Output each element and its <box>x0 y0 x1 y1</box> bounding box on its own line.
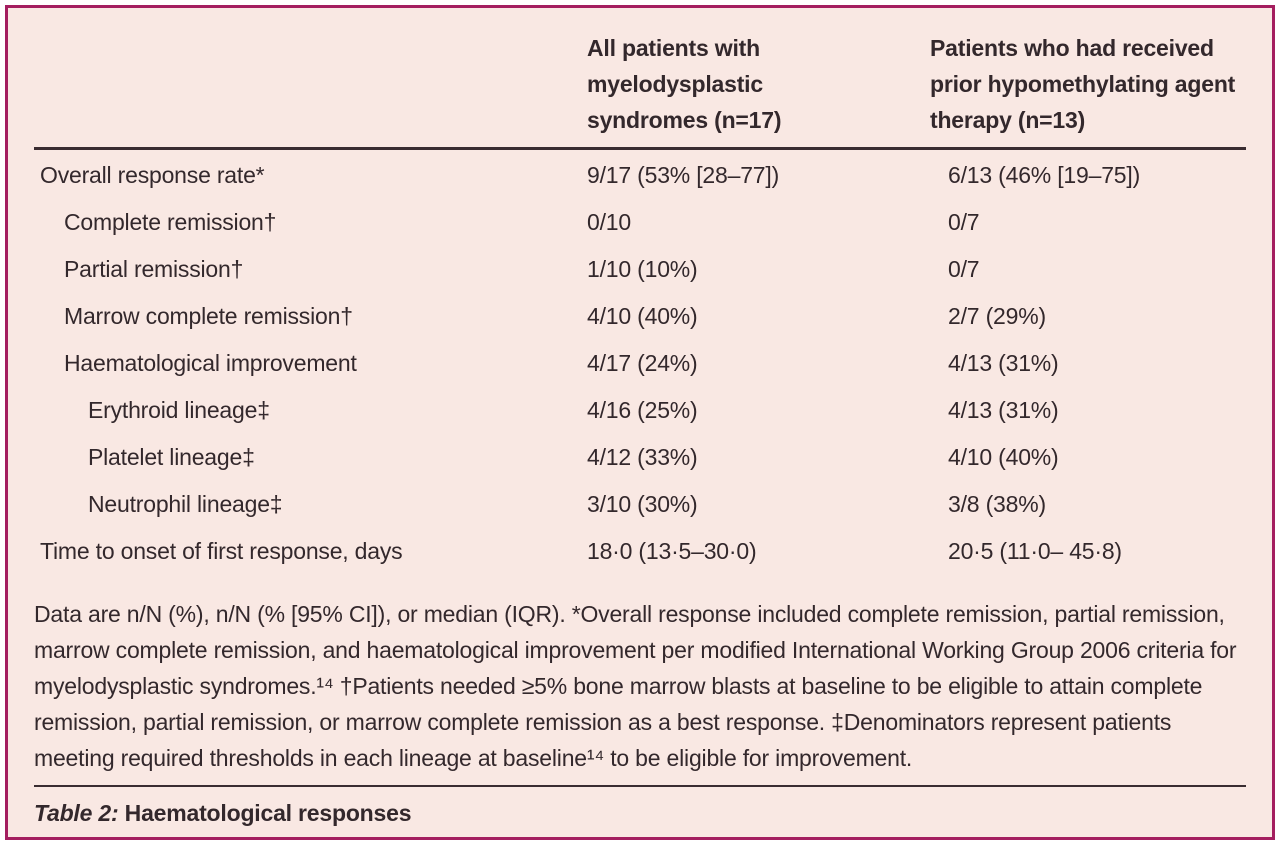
cell-all-patients: 4/10 (40%) <box>587 303 698 329</box>
cell-prior-hma: 0/7 <box>948 209 980 235</box>
row-label: Partial remission† <box>64 256 244 282</box>
cell-prior-hma: 6/13 (46% [19–75]) <box>948 162 1141 188</box>
row-label: Neutrophil lineage‡ <box>88 491 283 517</box>
row-label: Erythroid lineage‡ <box>88 397 270 423</box>
cell-prior-hma: 3/8 (38%) <box>948 491 1046 517</box>
header-prior-hma: Patients who had received prior hypometh… <box>930 35 1236 133</box>
cell-prior-hma: 2/7 (29%) <box>948 303 1046 329</box>
cell-prior-hma: 4/13 (31%) <box>948 397 1059 423</box>
header-rule <box>34 147 1246 150</box>
row-label: Platelet lineage‡ <box>88 444 255 470</box>
cell-all-patients: 3/10 (30%) <box>587 491 698 517</box>
table-row: Overall response rate* 9/17 (53% [28–77]… <box>34 152 1246 199</box>
table-row: Erythroid lineage‡ 4/16 (25%) 4/13 (31%) <box>34 387 1246 434</box>
cell-all-patients: 1/10 (10%) <box>587 256 698 282</box>
table-row: Platelet lineage‡ 4/12 (33%) 4/10 (40%) <box>34 434 1246 481</box>
row-label: Complete remission† <box>64 209 277 235</box>
cell-all-patients: 4/16 (25%) <box>587 397 698 423</box>
header-spacer <box>34 30 587 138</box>
caption-rule <box>34 785 1246 787</box>
table-caption-label: Table 2: <box>34 800 119 826</box>
cell-all-patients: 4/12 (33%) <box>587 444 698 470</box>
table-row: Complete remission† 0/10 0/7 <box>34 199 1246 246</box>
cell-prior-hma: 4/10 (40%) <box>948 444 1059 470</box>
table-panel: All patients with myelodysplastic syndro… <box>5 5 1275 840</box>
table-body: Overall response rate* 9/17 (53% [28–77]… <box>34 150 1246 575</box>
table-footnote: Data are n/N (%), n/N (% [95% CI]), or m… <box>34 601 1237 771</box>
table-row: Marrow complete remission† 4/10 (40%) 2/… <box>34 293 1246 340</box>
cell-all-patients: 9/17 (53% [28–77]) <box>587 162 780 188</box>
table-row: Haematological improvement 4/17 (24%) 4/… <box>34 340 1246 387</box>
cell-all-patients: 18·0 (13·5–30·0) <box>587 538 757 564</box>
row-label: Marrow complete remission† <box>64 303 353 329</box>
table-row: Neutrophil lineage‡ 3/10 (30%) 3/8 (38%) <box>34 481 1246 528</box>
cell-prior-hma: 0/7 <box>948 256 980 282</box>
table-caption-text: Haematological responses <box>118 800 412 826</box>
table-caption: Table 2: Haematological responses <box>34 800 1246 827</box>
row-label: Time to onset of first response, days <box>40 538 403 564</box>
table-row: Time to onset of first response, days 18… <box>34 528 1246 575</box>
cell-prior-hma: 20·5 (11·0– 45·8) <box>948 538 1122 564</box>
cell-all-patients: 4/17 (24%) <box>587 350 698 376</box>
cell-prior-hma: 4/13 (31%) <box>948 350 1059 376</box>
table-header-row: All patients with myelodysplastic syndro… <box>34 8 1246 138</box>
row-label: Overall response rate* <box>40 162 265 188</box>
table-row: Partial remission† 1/10 (10%) 0/7 <box>34 246 1246 293</box>
row-label: Haematological improvement <box>64 350 357 376</box>
cell-all-patients: 0/10 <box>587 209 631 235</box>
header-all-patients: All patients with myelodysplastic syndro… <box>587 35 782 133</box>
